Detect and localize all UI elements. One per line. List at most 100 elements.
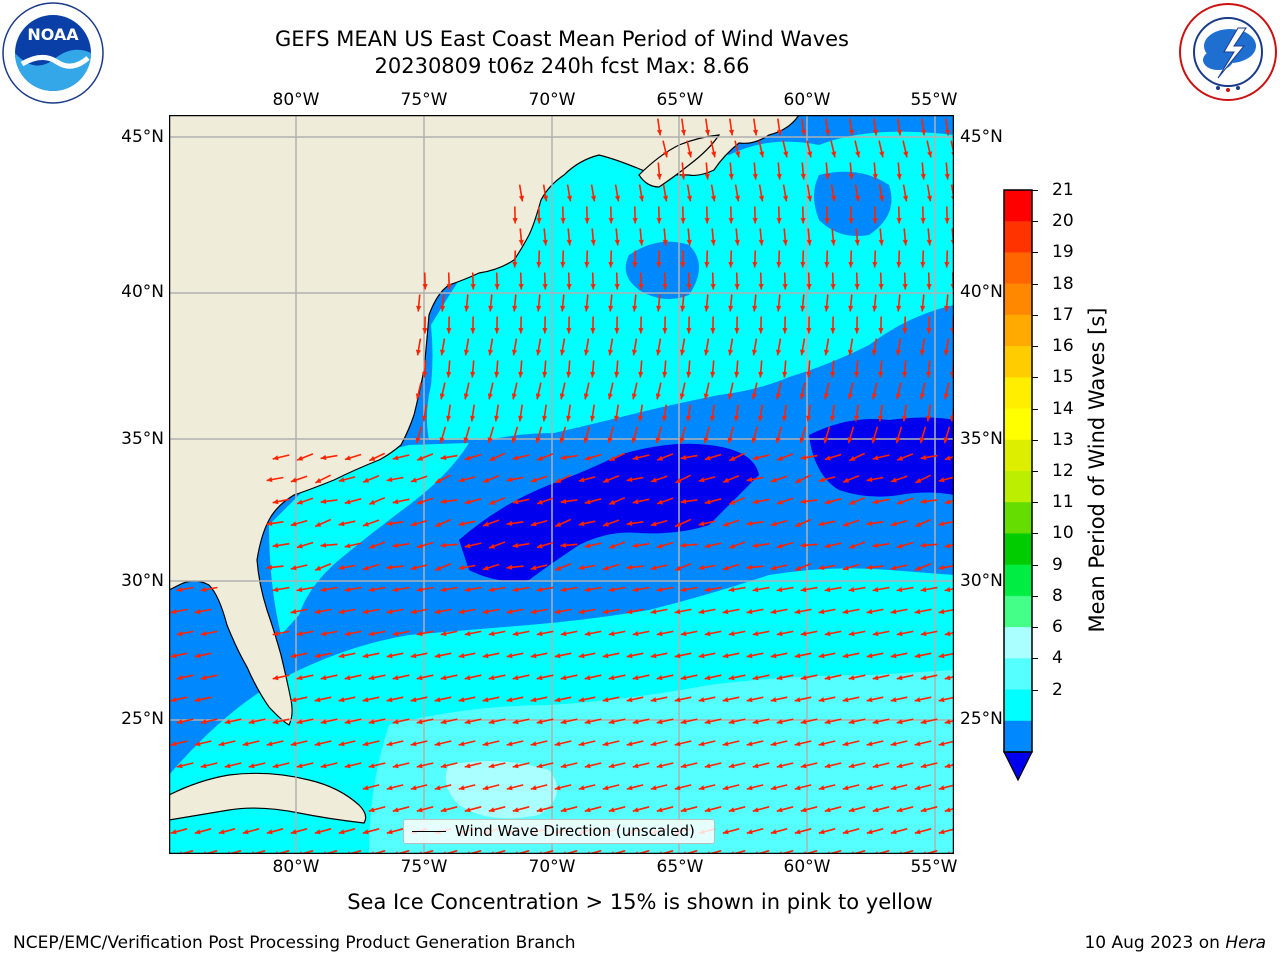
wave-arrow-head [248,763,255,769]
wave-arrow-head [824,305,830,312]
wave-arrow-head [704,763,711,769]
wave-arrow-head [566,239,572,246]
colorbar [1003,189,1033,782]
wave-arrow-head [464,543,471,549]
wave-arrow-head [590,371,596,378]
wave-arrow-head [266,477,273,483]
wave-arrow-head [392,631,399,637]
wave-arrow-head [824,675,831,681]
wave-arrow-head [512,763,519,769]
wave-arrow-head [369,543,375,549]
wave-arrow-head [434,653,441,659]
wave-arrow-head [176,719,183,725]
wave-arrow-head [824,262,830,268]
wave-arrow-head [920,719,927,725]
wave-arrow-head [607,393,613,400]
wave-arrow-head [728,631,735,637]
chart-subtitle: 20230809 t06z 240h fcst Max: 8.66 [374,54,750,78]
wave-arrow-head [938,829,945,835]
wave-arrow-head [944,173,950,180]
wave-arrow-head [842,785,849,791]
wave-arrow-head [920,305,926,312]
wave-arrow-head [314,609,321,615]
wave-arrow-head [314,741,321,747]
colorbar-segment [1004,627,1032,659]
wave-arrow-head [890,653,897,659]
wave-arrow-head [723,477,730,483]
wave-arrow-head [194,741,201,747]
wave-arrow-head [680,218,686,224]
wave-arrow-head [590,328,596,334]
wave-arrow-head [482,565,489,571]
wave-arrow-head [439,437,445,444]
wave-arrow-head [518,371,524,378]
wave-arrow-head [734,195,741,202]
wave-arrow-head [224,719,231,725]
wave-arrow-head [566,195,573,202]
wave-arrow-head [794,741,801,747]
wave-arrow-head [470,371,476,378]
wave-arrow-head [200,763,207,769]
lon-label-bottom: 65°W [656,857,704,877]
wave-arrow-head [871,393,877,400]
colorbar-tick-label: 4 [1052,648,1063,669]
colorbar-tick-label: 8 [1052,585,1063,606]
wave-arrow-head [530,741,537,747]
wave-arrow-head [386,741,393,747]
wave-arrow-head [872,587,879,593]
wave-arrow-head [752,455,759,461]
wave-arrow-head [679,349,686,356]
wave-arrow-head [416,807,423,813]
wave-arrow-head [872,763,879,769]
wave-arrow-head [506,609,513,615]
wave-arrow-head [770,565,777,571]
wave-arrow-head [458,697,465,703]
wave-arrow-head [608,218,614,224]
lon-label-top: 70°W [528,90,576,110]
wave-arrow-head [410,785,417,791]
sea-ice-caption: Sea Ice Concentration > 15% is shown in … [347,890,933,914]
wave-arrow-head [800,218,806,224]
wave-arrow-head [584,807,591,813]
wave-arrow-head [488,719,495,725]
wave-arrow-head [656,173,662,180]
wave-arrow-head [704,631,711,637]
colorbar-tick-mark [1032,190,1038,191]
colorbar-tick-mark [1032,689,1038,691]
wave-arrow-head [848,631,855,637]
wave-arrow-head [386,564,393,570]
wave-arrow-head [920,807,927,813]
wave-arrow-head [590,195,597,202]
wave-arrow-head [512,305,518,312]
wave-arrow-head [297,499,303,505]
wave-arrow-head [537,455,544,461]
wave-arrow-head [657,499,663,505]
wave-arrow-head [879,151,885,158]
wave-arrow-head [777,499,783,505]
wave-arrow-head [734,239,740,246]
wave-arrow-head [746,697,753,703]
wave-arrow-head [655,349,662,356]
wave-arrow-head [488,587,495,593]
wave-arrow-head [752,675,759,681]
wave-arrow-head [464,455,471,461]
wave-arrow-head [704,129,710,136]
wave-arrow-head [866,741,873,747]
wave-arrow-head [794,785,801,791]
wave-arrow-head [722,741,729,747]
wave-arrow-head [560,305,566,312]
wave-arrow-head [578,741,585,747]
wave-arrow-head [200,675,207,681]
wave-arrow-head [344,675,351,681]
wave-arrow-head [590,239,596,246]
wave-arrow-head [530,565,537,571]
wave-arrow-head [878,239,884,246]
wave-arrow-head [530,653,537,659]
wave-arrow-head [770,785,777,791]
wave-arrow-head [296,587,303,593]
lon-label-top: 75°W [400,90,448,110]
wave-arrow-head [848,675,855,681]
wave-arrow-head [506,653,513,659]
wave-arrow-head [722,565,729,571]
wave-arrow-head [656,129,662,136]
